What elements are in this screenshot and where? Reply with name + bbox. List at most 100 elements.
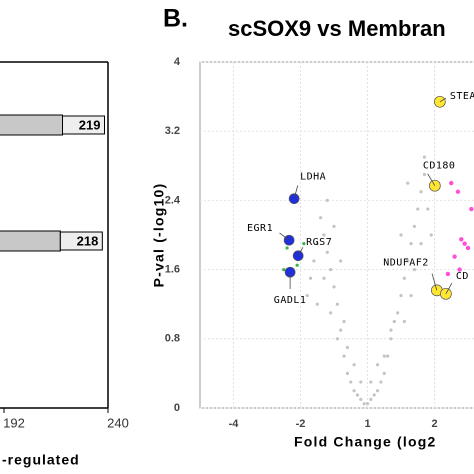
data-point bbox=[375, 389, 380, 393]
data-point bbox=[445, 271, 451, 277]
data-point bbox=[315, 302, 319, 306]
data-point bbox=[375, 363, 380, 367]
y-axis-label: P-val (-log10) bbox=[151, 183, 167, 288]
data-point bbox=[292, 250, 304, 262]
x-axis-label: -regulated bbox=[2, 452, 80, 468]
data-point bbox=[332, 224, 336, 228]
data-point bbox=[325, 198, 329, 202]
data-point bbox=[409, 242, 413, 246]
point-label: LDHA bbox=[300, 172, 326, 183]
data-point bbox=[329, 311, 333, 315]
data-point bbox=[302, 242, 306, 246]
x-tick-label: -4 bbox=[229, 418, 240, 430]
label-leader bbox=[445, 282, 453, 295]
data-point bbox=[412, 268, 416, 272]
data-point bbox=[406, 259, 410, 263]
point-label: EGR1 bbox=[247, 223, 273, 234]
data-point bbox=[429, 233, 433, 237]
data-point bbox=[285, 246, 289, 250]
data-point bbox=[352, 389, 356, 393]
label-leader bbox=[297, 247, 304, 256]
data-point bbox=[332, 285, 336, 289]
data-point bbox=[322, 233, 326, 237]
x-axis-label: Fold Change (log2 bbox=[294, 434, 437, 450]
data-point bbox=[305, 293, 309, 298]
data-point bbox=[412, 224, 416, 228]
y-tick-label: 4 bbox=[174, 56, 181, 68]
point-label: CD180 bbox=[423, 161, 456, 172]
y-tick-label: 1.6 bbox=[165, 264, 180, 276]
data-point bbox=[416, 207, 420, 211]
data-point bbox=[349, 380, 353, 384]
data-point bbox=[308, 276, 313, 280]
data-point bbox=[359, 397, 363, 401]
data-point bbox=[459, 237, 464, 242]
data-point bbox=[399, 293, 403, 298]
y-tick-label: 0 bbox=[174, 402, 180, 414]
data-point bbox=[372, 393, 376, 397]
data-point bbox=[345, 345, 349, 350]
data-point bbox=[449, 180, 454, 186]
data-point bbox=[359, 380, 363, 384]
label-leader bbox=[427, 173, 436, 186]
data-point bbox=[335, 337, 339, 341]
data-point bbox=[386, 354, 390, 358]
bar bbox=[0, 114, 63, 136]
label-leader bbox=[439, 97, 447, 103]
data-point bbox=[369, 380, 373, 384]
data-point bbox=[396, 311, 400, 315]
x-tick-label: 1 bbox=[364, 418, 370, 430]
data-point bbox=[392, 319, 396, 324]
data-point bbox=[312, 259, 316, 263]
data-point bbox=[342, 354, 346, 358]
bar-label: 219 bbox=[79, 117, 101, 132]
x-tick-label: 2 bbox=[431, 418, 437, 430]
plot-area bbox=[199, 61, 474, 409]
bar-label-box bbox=[62, 115, 105, 135]
data-point bbox=[352, 363, 356, 367]
x-tick-label: 240 bbox=[107, 415, 129, 430]
data-point bbox=[406, 181, 410, 185]
data-point bbox=[426, 207, 430, 211]
label-leader bbox=[279, 232, 290, 241]
chart-title: scSOX9 vs Membran bbox=[228, 16, 446, 41]
data-point bbox=[319, 216, 323, 220]
data-point bbox=[355, 393, 360, 397]
data-point bbox=[382, 371, 386, 375]
data-point bbox=[422, 155, 427, 159]
data-point bbox=[315, 242, 319, 246]
y-tick-label: 2.4 bbox=[165, 194, 181, 206]
data-point bbox=[389, 337, 393, 341]
data-point bbox=[469, 206, 474, 212]
x-tick-label: -2 bbox=[296, 418, 306, 430]
data-point bbox=[335, 302, 339, 306]
data-point bbox=[345, 371, 349, 375]
data-point bbox=[325, 250, 329, 254]
data-point bbox=[382, 354, 386, 358]
data-point bbox=[322, 276, 326, 280]
data-point bbox=[342, 319, 346, 324]
bar-label: 218 bbox=[77, 233, 99, 248]
point-label: RGS7 bbox=[306, 237, 332, 248]
label-leader bbox=[431, 273, 438, 291]
data-point bbox=[465, 245, 471, 251]
point-label: CD bbox=[456, 271, 469, 282]
data-point bbox=[462, 241, 467, 246]
data-point bbox=[282, 268, 286, 272]
point-label: GADL1 bbox=[274, 295, 307, 306]
data-point bbox=[339, 328, 343, 332]
bar-label-box bbox=[59, 231, 103, 251]
point-label: NDUFAF2 bbox=[383, 257, 429, 268]
label-leader bbox=[293, 185, 299, 199]
panel-label: B. bbox=[163, 5, 188, 33]
y-tick-label: 3.2 bbox=[165, 125, 180, 137]
data-point bbox=[419, 190, 423, 194]
data-point bbox=[379, 380, 383, 384]
point-label: STEA bbox=[450, 91, 474, 102]
data-point bbox=[402, 276, 406, 280]
bar bbox=[0, 230, 61, 252]
data-point bbox=[389, 328, 393, 332]
data-point bbox=[402, 319, 406, 324]
